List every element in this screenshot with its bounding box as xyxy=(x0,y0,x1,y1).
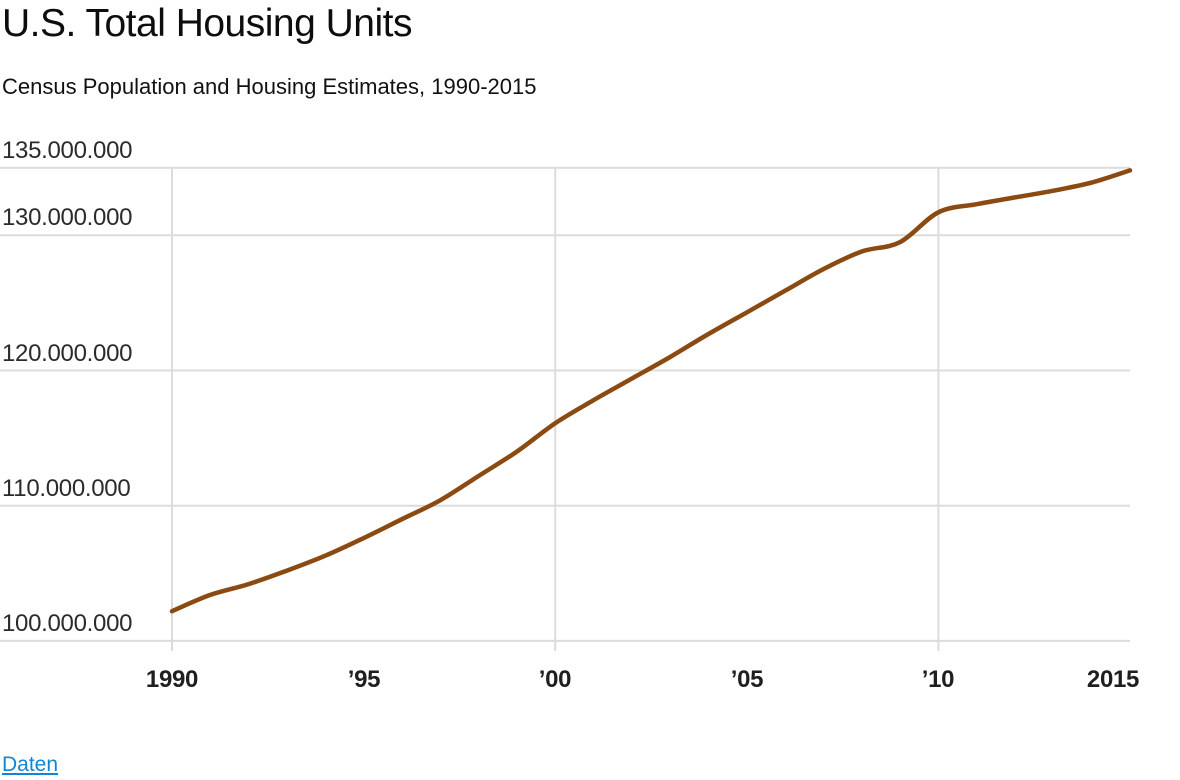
x-axis-label: ’00 xyxy=(538,666,572,693)
y-axis-label: 110.000.000 xyxy=(2,475,131,502)
y-axis-label: 120.000.000 xyxy=(2,340,133,367)
y-axis-label: 100.000.000 xyxy=(2,610,133,637)
y-axis-label: 130.000.000 xyxy=(2,204,133,231)
x-axis-label: 1990 xyxy=(145,666,199,693)
housing-units-line xyxy=(169,168,1133,614)
chart-subtitle: Census Population and Housing Estimates,… xyxy=(2,74,537,99)
y-axis-label: 135.000.000 xyxy=(2,137,133,164)
x-axis-label: ’05 xyxy=(730,666,764,693)
data-link[interactable]: Daten xyxy=(2,753,59,776)
chart-title: U.S. Total Housing Units xyxy=(2,2,412,45)
x-axis-label: 2015 xyxy=(1086,666,1140,693)
x-axis-label: ’10 xyxy=(921,666,955,693)
x-axis-label: ’95 xyxy=(347,666,381,693)
